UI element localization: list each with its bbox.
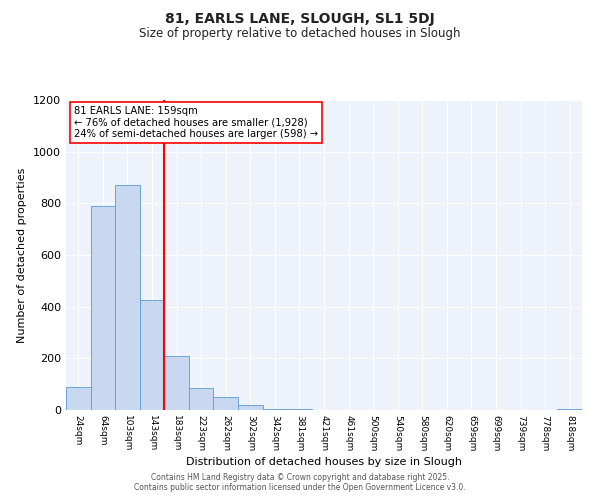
Bar xyxy=(140,300,164,410)
Text: 81, EARLS LANE, SLOUGH, SL1 5DJ: 81, EARLS LANE, SLOUGH, SL1 5DJ xyxy=(165,12,435,26)
Bar xyxy=(115,185,140,410)
Bar xyxy=(238,405,263,410)
Bar xyxy=(214,397,238,410)
Bar xyxy=(263,408,287,410)
Y-axis label: Number of detached properties: Number of detached properties xyxy=(17,168,28,342)
Bar xyxy=(557,408,582,410)
Text: Contains public sector information licensed under the Open Government Licence v3: Contains public sector information licen… xyxy=(134,484,466,492)
Bar xyxy=(164,356,189,410)
Bar xyxy=(91,206,115,410)
Text: 81 EARLS LANE: 159sqm
← 76% of detached houses are smaller (1,928)
24% of semi-d: 81 EARLS LANE: 159sqm ← 76% of detached … xyxy=(74,106,318,140)
Text: Size of property relative to detached houses in Slough: Size of property relative to detached ho… xyxy=(139,28,461,40)
Text: Contains HM Land Registry data © Crown copyright and database right 2025.: Contains HM Land Registry data © Crown c… xyxy=(151,474,449,482)
Bar xyxy=(66,387,91,410)
Bar xyxy=(189,388,214,410)
X-axis label: Distribution of detached houses by size in Slough: Distribution of detached houses by size … xyxy=(186,457,462,467)
